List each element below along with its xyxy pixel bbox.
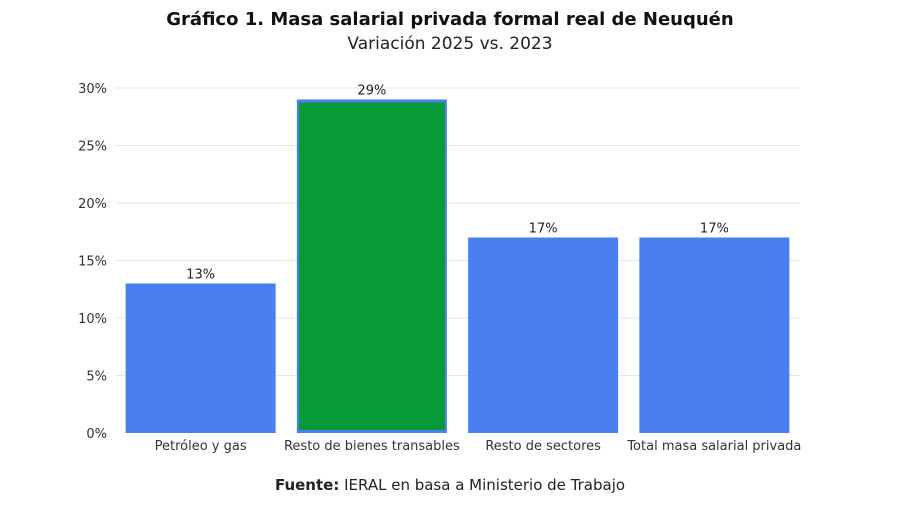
bar — [468, 237, 619, 433]
y-tick-label: 10% — [78, 312, 107, 327]
chart-header: Gráfico 1. Masa salarial privada formal … — [0, 8, 900, 55]
bars — [125, 99, 790, 433]
chart-title: Gráfico 1. Masa salarial privada formal … — [166, 9, 734, 30]
bar — [125, 283, 276, 433]
data-labels: 13% 29% 17% 17% — [186, 84, 729, 283]
bar — [298, 102, 445, 430]
x-tick-label: Total masa salarial privada — [626, 439, 801, 454]
y-tick-label: 30% — [78, 82, 107, 97]
source-label: Fuente: — [274, 476, 340, 494]
y-tick-label: 0% — [86, 427, 107, 442]
data-label: 17% — [529, 222, 558, 237]
x-tick-label: Resto de sectores — [485, 439, 601, 454]
data-label: 17% — [700, 222, 729, 237]
chart-subtitle: Variación 2025 vs. 2023 — [347, 34, 553, 54]
bar — [639, 237, 790, 433]
y-axis-ticks: 0% 5% 10% 15% 20% 25% 30% — [78, 82, 107, 442]
y-tick-label: 20% — [78, 197, 107, 212]
source-note: Fuente: IERAL en basa a Ministerio de Tr… — [0, 476, 900, 494]
x-tick-label: Resto de bienes transables — [284, 439, 460, 454]
data-label: 29% — [357, 84, 386, 99]
y-tick-label: 15% — [78, 255, 107, 270]
y-tick-label: 25% — [78, 140, 107, 155]
x-axis-ticks: Petróleo y gas Resto de bienes transables… — [155, 439, 802, 454]
y-tick-label: 5% — [86, 370, 107, 385]
x-tick-label: Petróleo y gas — [155, 439, 247, 454]
data-label: 13% — [186, 268, 215, 283]
source-text: IERAL en basa a Ministerio de Trabajo — [344, 476, 626, 494]
